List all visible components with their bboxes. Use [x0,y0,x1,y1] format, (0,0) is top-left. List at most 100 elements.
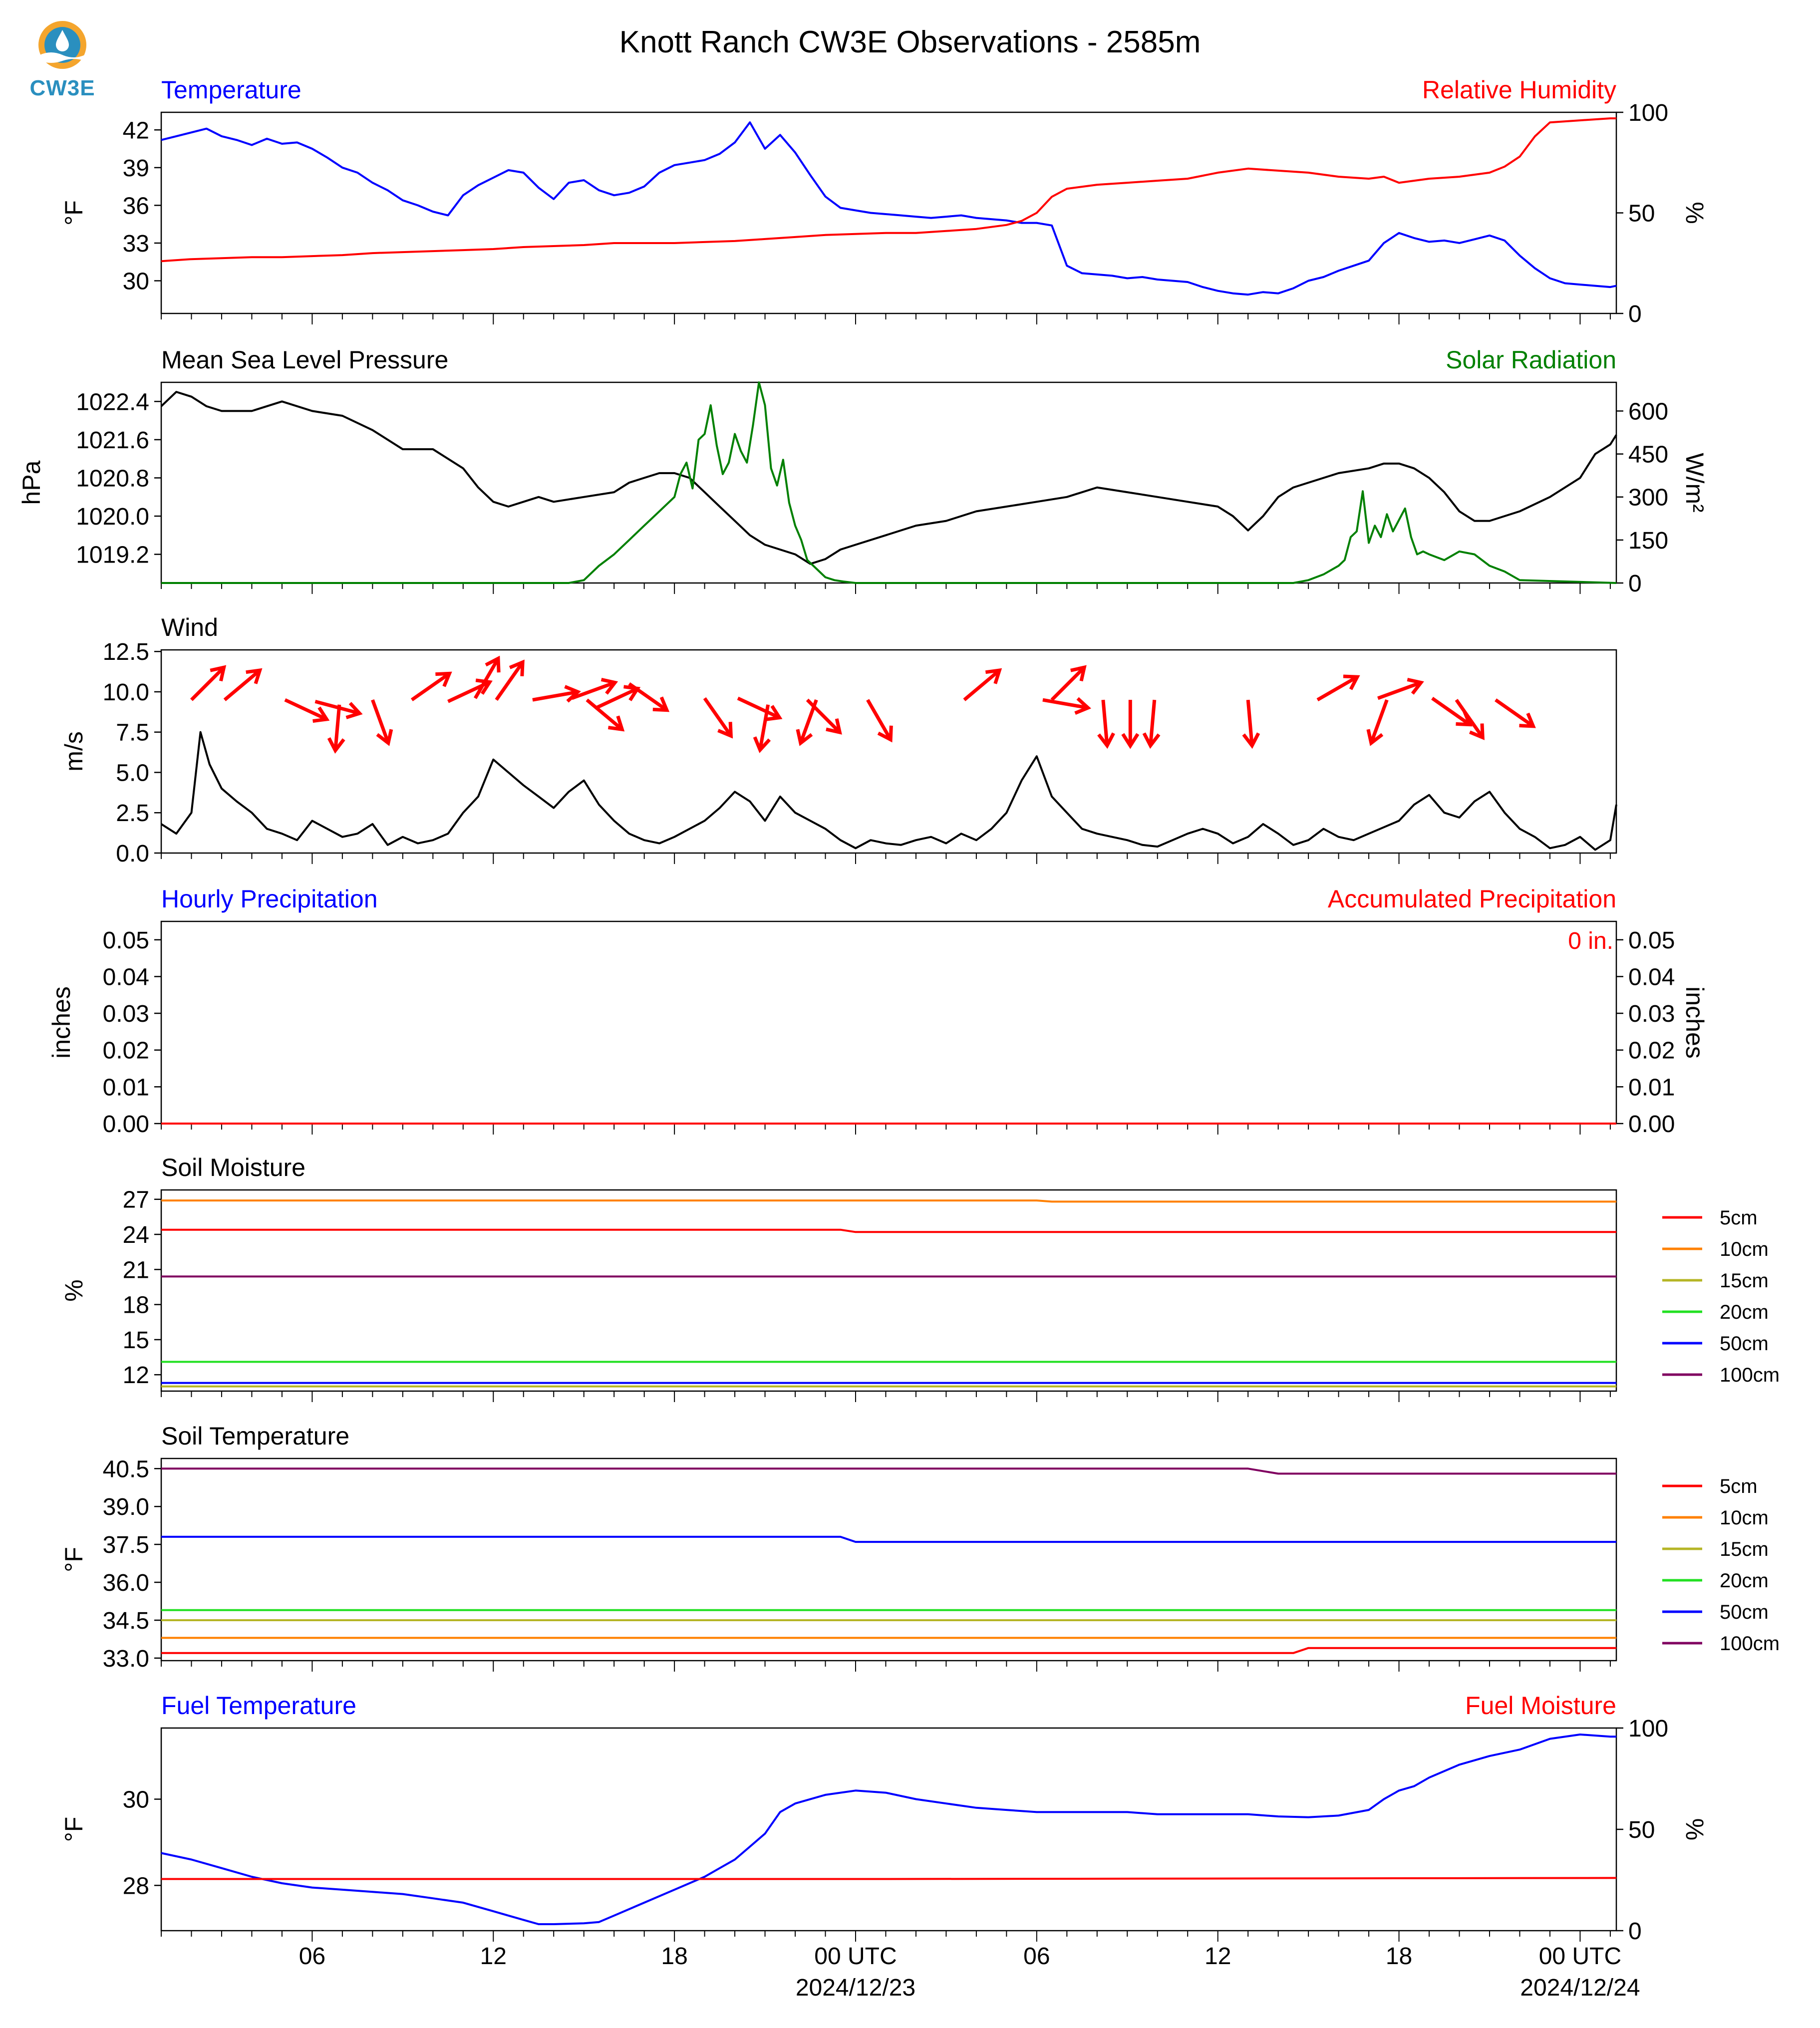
wind-arrow [628,682,668,712]
wind-arrow [586,698,623,731]
x-date-label: 2024/12/23 [796,1975,915,2001]
y-tick-label-right: 0.03 [1628,1001,1675,1027]
y-tick-label-right: 100 [1628,100,1668,126]
y-tick-label-right: 450 [1628,442,1668,468]
panel-title-left: Temperature [161,76,302,104]
x-tick-label: 06 [299,1943,325,1970]
wind-arrow [595,687,638,710]
y-tick-label-right: 0.02 [1628,1038,1675,1064]
y-tick-label-left: 10.0 [103,679,149,706]
panel-title-left: Wind [161,613,218,641]
y-tick-label-right: 0.01 [1628,1074,1675,1101]
y-tick-label-left: 39 [123,155,149,182]
x-tick-label: 00 UTC [1539,1943,1621,1970]
wind-arrow [1316,675,1358,702]
y-tick-label-left: 1020.0 [76,504,149,530]
wind-arrow [1101,699,1109,746]
wind-arrow [371,699,390,744]
series-line-solar-radiation [161,381,1617,584]
y-tick-label-left: 7.5 [116,720,149,746]
legend-label: 10cm [1720,1507,1769,1529]
wind-arrow-head [1242,732,1260,749]
y-axis-label-left: m/s [60,731,88,772]
wind-arrow [1246,699,1254,746]
y-axis-label-right: W/m² [1681,453,1709,512]
series-line-5cm [161,1228,1616,1233]
wind-arrow [1495,698,1534,728]
wind-arrow-head [607,715,625,732]
y-tick-label-left: 30 [123,1787,149,1813]
y-axis-label-left: °F [60,1547,88,1572]
wind-arrow-head [1142,732,1161,749]
y-tick-label-left: 0.00 [103,1111,149,1138]
legend-label: 5cm [1720,1207,1758,1229]
x-tick-label: 18 [1386,1943,1412,1970]
y-tick-label-left: 0.05 [103,927,149,954]
wind-arrow [495,661,524,701]
y-tick-label-left: 24 [123,1222,149,1248]
legend-label: 15cm [1720,1538,1769,1560]
wind-arrow-head [345,702,363,719]
wind-arrow [1431,697,1471,726]
wind-arrow [1455,699,1485,739]
wind-arrow [571,681,616,700]
wind-arrow-head [1070,665,1087,682]
wind-arrow-head [485,655,501,673]
wind-arrow-head [765,705,783,721]
y-tick-label-left: 21 [123,1257,149,1283]
wind-arrow [473,657,500,699]
x-tick-label: 12 [480,1943,507,1970]
series-line-50cm [161,1535,1616,1543]
wind-arrow [1050,666,1086,701]
wind-arrow-head [564,685,581,703]
wind-arrow-head [753,736,771,753]
wind-arrow-head [601,678,618,695]
y-tick-label-left: 1019.2 [76,542,149,569]
cw3e-logo: CW3E [25,15,100,105]
y-axis-label-right: % [1681,1818,1709,1840]
y-tick-label-left: 12.5 [103,639,149,665]
panel-title-left: Fuel Temperature [161,1692,356,1720]
series-line-100cm [161,1467,1616,1475]
y-axis-label-left: hPa [17,460,45,505]
y-axis-label-left: % [60,1279,88,1301]
wind-arrow-head [376,729,393,746]
wind-arrow [190,666,226,701]
series-line-wind-speed [160,731,1617,851]
series-line-temperature [161,121,1617,296]
y-axis-label-right: % [1681,202,1709,224]
y-tick-label-left: 5.0 [116,760,149,786]
wind-arrow-head [985,668,1002,684]
y-tick-label-right: 0.04 [1628,964,1675,990]
panel-frame [160,111,1617,314]
wind-arrow [1377,681,1422,700]
y-tick-label-left: 1022.4 [76,389,149,415]
legend-label: 15cm [1720,1270,1769,1292]
panel-frame [160,649,1617,854]
y-tick-label-right: 100 [1628,1716,1668,1742]
wind-arrow [963,669,1001,701]
wind-arrow-head [509,659,525,676]
wind-arrow-head [877,725,893,743]
panel-title-left: Soil Moisture [161,1154,305,1181]
wind-arrow-head [796,729,813,746]
wind-arrow [1042,698,1089,710]
series-line-fuel-moisture [161,1877,1617,1880]
accumulated-precip-annotation: 0 in. [1568,928,1613,954]
panel-title-right: Relative Humidity [1422,76,1616,104]
panel-frame [160,920,1617,1125]
panel-title-left: Soil Temperature [161,1422,349,1450]
legend-label: 5cm [1720,1475,1758,1497]
y-tick-label-right: 0.05 [1628,927,1675,954]
y-tick-label-left: 0.03 [103,1001,149,1027]
wind-arrow [703,697,733,737]
wind-arrow [532,690,579,702]
y-tick-label-left: 2.5 [116,800,149,827]
wind-arrow-head [1407,678,1424,695]
wind-arrow-head [246,668,263,684]
wind-arrow-head [1343,674,1360,690]
x-tick-label: 06 [1023,1943,1050,1970]
y-tick-label-left: 18 [123,1292,149,1319]
x-date-label: 2024/12/24 [1520,1975,1640,2001]
